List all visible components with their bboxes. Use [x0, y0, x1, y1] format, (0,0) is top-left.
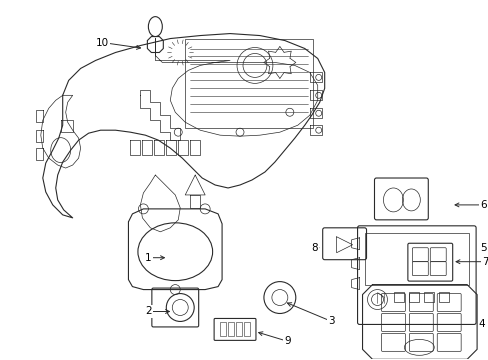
Text: 9: 9	[284, 336, 290, 346]
Bar	[185, 39, 312, 128]
Bar	[438, 292, 448, 302]
Text: 1: 1	[145, 253, 151, 263]
Text: 8: 8	[311, 243, 317, 253]
Text: 5: 5	[479, 243, 486, 253]
Bar	[408, 292, 419, 302]
Text: 2: 2	[145, 306, 151, 316]
Bar	[244, 323, 249, 336]
Text: 4: 4	[478, 319, 485, 329]
Bar	[227, 323, 234, 336]
Bar	[394, 292, 404, 302]
Bar	[364, 233, 468, 285]
Bar	[220, 323, 225, 336]
Text: 6: 6	[479, 200, 486, 210]
Bar	[424, 292, 433, 302]
Bar	[236, 323, 242, 336]
Text: 10: 10	[96, 37, 109, 48]
Text: 7: 7	[481, 257, 488, 267]
Text: 3: 3	[327, 316, 334, 327]
